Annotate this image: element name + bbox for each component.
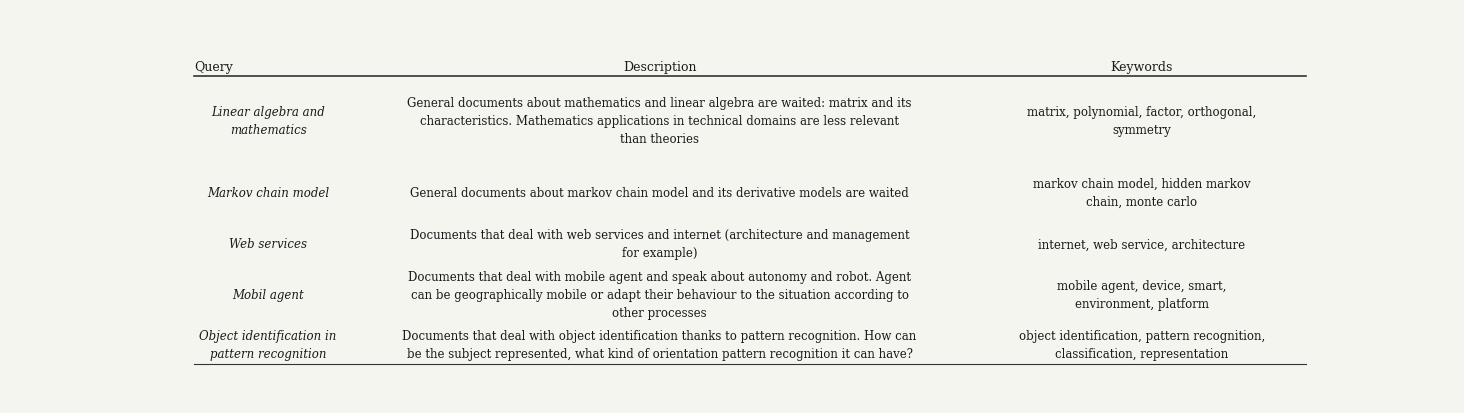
Text: General documents about markov chain model and its derivative models are waited: General documents about markov chain mod… xyxy=(410,186,909,199)
Text: General documents about mathematics and linear algebra are waited: matrix and it: General documents about mathematics and … xyxy=(407,97,912,145)
Text: internet, web service, architecture: internet, web service, architecture xyxy=(1038,238,1246,251)
Text: Markov chain model: Markov chain model xyxy=(206,186,329,199)
Text: Query: Query xyxy=(195,61,233,74)
Text: Keywords: Keywords xyxy=(1111,61,1173,74)
Text: Documents that deal with object identification thanks to pattern recognition. Ho: Documents that deal with object identifi… xyxy=(403,329,916,360)
Text: markov chain model, hidden markov
chain, monte carlo: markov chain model, hidden markov chain,… xyxy=(1034,177,1250,208)
Text: matrix, polynomial, factor, orthogonal,
symmetry: matrix, polynomial, factor, orthogonal, … xyxy=(1028,106,1256,137)
Text: Linear algebra and
mathematics: Linear algebra and mathematics xyxy=(211,106,325,137)
Text: object identification, pattern recognition,
classification, representation: object identification, pattern recogniti… xyxy=(1019,329,1265,360)
Text: Description: Description xyxy=(622,61,697,74)
Text: Object identification in
pattern recognition: Object identification in pattern recogni… xyxy=(199,329,337,360)
Text: Mobil agent: Mobil agent xyxy=(233,289,305,302)
Text: Web services: Web services xyxy=(228,238,307,251)
Text: Documents that deal with web services and internet (architecture and management
: Documents that deal with web services an… xyxy=(410,229,909,260)
Text: mobile agent, device, smart,
environment, platform: mobile agent, device, smart, environment… xyxy=(1057,280,1227,311)
Text: Documents that deal with mobile agent and speak about autonomy and robot. Agent
: Documents that deal with mobile agent an… xyxy=(408,271,911,320)
